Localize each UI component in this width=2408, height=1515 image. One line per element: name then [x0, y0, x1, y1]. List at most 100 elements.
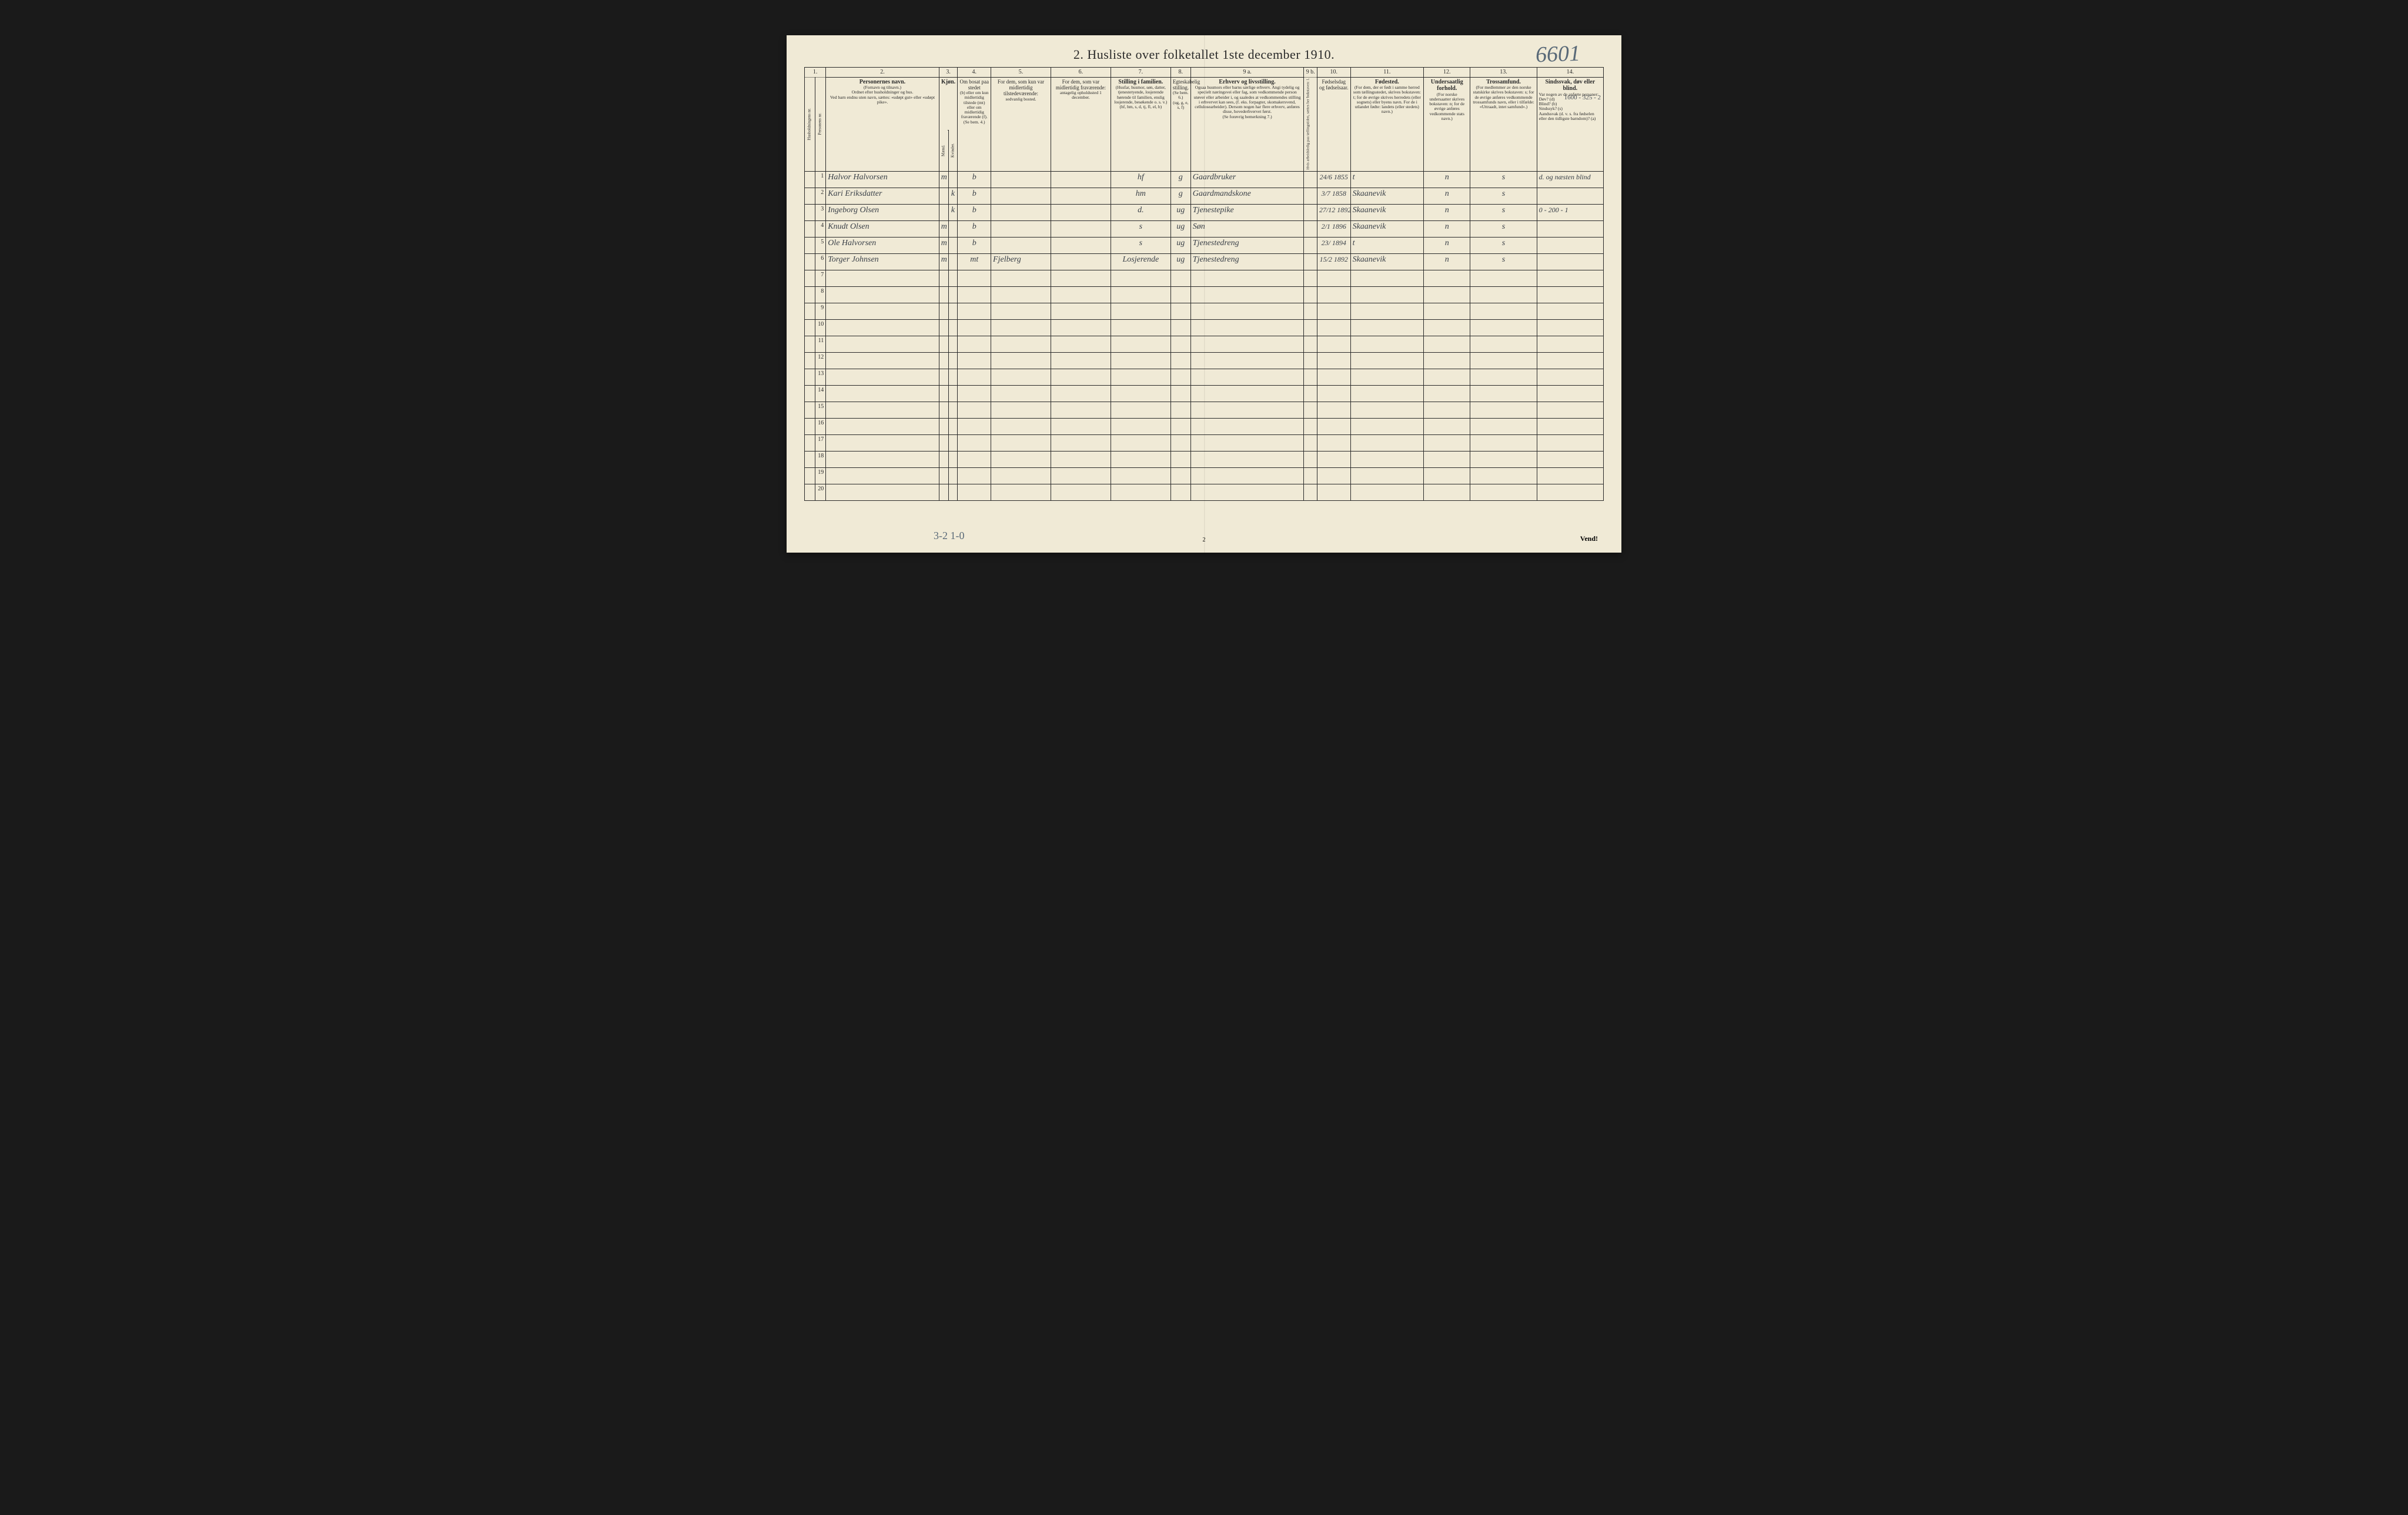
cell-religion — [1470, 484, 1537, 500]
cell-sex-k — [948, 220, 958, 237]
cell-household-no — [805, 319, 815, 336]
cell-dob: 24/6 1855 — [1317, 171, 1350, 188]
hdr-c8-title: Egteskabelig stilling. — [1173, 79, 1189, 91]
cell-temp-present — [991, 286, 1051, 303]
cell-unemployed — [1304, 253, 1317, 270]
cell-sex-m — [939, 286, 948, 303]
cell-unemployed — [1304, 451, 1317, 467]
cell-temp-present — [991, 352, 1051, 369]
cell-residence — [958, 270, 991, 286]
cell-temp-present — [991, 402, 1051, 418]
hdr-female: Kvinder. — [948, 130, 958, 171]
hdr-c13-sub: (For medlemmer av den norske statskirke … — [1472, 85, 1534, 109]
hdr-c11-sub: (For dem, der er født i samme herred som… — [1353, 85, 1422, 115]
cell-nationality: n — [1424, 171, 1470, 188]
hdr-male: Mænd. — [939, 130, 948, 171]
cell-temp-present — [991, 270, 1051, 286]
colnum-12: 12. — [1424, 68, 1470, 78]
cell-occupation: Tjenestepike — [1190, 204, 1304, 220]
cell-household-no — [805, 352, 815, 369]
cell-marital — [1170, 336, 1190, 352]
colnum-9a: 9 a. — [1190, 68, 1304, 78]
cell-sex-k — [948, 253, 958, 270]
cell-religion: s — [1470, 188, 1537, 204]
cell-residence: b — [958, 237, 991, 253]
cell-residence — [958, 402, 991, 418]
cell-residence — [958, 286, 991, 303]
cell-unemployed — [1304, 402, 1317, 418]
cell-marital — [1170, 451, 1190, 467]
cell-sex-k: k — [948, 188, 958, 204]
table-row: 14 — [805, 385, 1604, 402]
cell-temp-present — [991, 336, 1051, 352]
colnum-5: 5. — [991, 68, 1051, 78]
cell-unemployed — [1304, 204, 1317, 220]
census-page: 2. Husliste over folketallet 1ste decemb… — [787, 35, 1621, 553]
cell-birthplace — [1350, 303, 1424, 319]
cell-nationality — [1424, 418, 1470, 434]
census-table: 1. 2. 3. 4. 5. 6. 7. 8. 9 a. 9 b. 10. 11… — [804, 67, 1604, 501]
cell-nationality — [1424, 369, 1470, 385]
hdr-nationality: Undersaatlig forhold. (For norske unders… — [1424, 77, 1470, 171]
cell-dob — [1317, 418, 1350, 434]
cell-disability: d. og næsten blind — [1537, 171, 1603, 188]
hdr-c8-sub: (Se bem. 6.) (ug, g, e, s, f) — [1173, 91, 1189, 110]
cell-person-no: 5 — [815, 237, 826, 253]
cell-marital — [1170, 369, 1190, 385]
cell-marital — [1170, 484, 1190, 500]
cell-family-position: hm — [1111, 188, 1170, 204]
cell-sex-k — [948, 434, 958, 451]
table-row: 19 — [805, 467, 1604, 484]
cell-family-position — [1111, 418, 1170, 434]
cell-birthplace: Skaanevik — [1350, 253, 1424, 270]
cell-sex-k — [948, 484, 958, 500]
cell-household-no — [805, 336, 815, 352]
cell-residence — [958, 484, 991, 500]
cell-nationality — [1424, 286, 1470, 303]
hdr-disability: Sindssvak, døv eller blind. Var nogen av… — [1537, 77, 1603, 171]
cell-dob — [1317, 434, 1350, 451]
cell-occupation — [1190, 270, 1304, 286]
cell-temp-absent — [1051, 253, 1111, 270]
hdr-c6-title: For dem, som var midlertidig fraværende: — [1053, 79, 1109, 91]
colnum-3: 3. — [939, 68, 958, 78]
cell-birthplace: Skaanevik — [1350, 204, 1424, 220]
table-row: 5Ole HalvorsenmbsugTjenestedreng23/ 1894… — [805, 237, 1604, 253]
cell-occupation: Tjenestedreng — [1190, 237, 1304, 253]
hdr-sex-title: Kjøn. — [941, 79, 955, 85]
hdr-c5-sub: sedvanlig bosted. — [993, 97, 1049, 102]
cell-family-position — [1111, 402, 1170, 418]
cell-disability — [1537, 319, 1603, 336]
cell-religion: s — [1470, 237, 1537, 253]
cell-disability — [1537, 253, 1603, 270]
table-row: 16 — [805, 418, 1604, 434]
cell-birthplace — [1350, 402, 1424, 418]
cell-sex-m — [939, 385, 948, 402]
cell-temp-present — [991, 385, 1051, 402]
cell-residence — [958, 434, 991, 451]
table-head: 1. 2. 3. 4. 5. 6. 7. 8. 9 a. 9 b. 10. 11… — [805, 68, 1604, 172]
cell-family-position: s — [1111, 237, 1170, 253]
hdr-c9a-sub: Ogsaa husmors eller barns særlige erhver… — [1193, 85, 1302, 119]
cell-unemployed — [1304, 220, 1317, 237]
cell-dob — [1317, 319, 1350, 336]
cell-disability — [1537, 467, 1603, 484]
cell-person-no: 3 — [815, 204, 826, 220]
cell-residence: mt — [958, 253, 991, 270]
cell-birthplace — [1350, 270, 1424, 286]
colnum-1: 1. — [805, 68, 826, 78]
cell-temp-present — [991, 484, 1051, 500]
cell-household-no — [805, 451, 815, 467]
hdr-religion: Trossamfund. (For medlemmer av den norsk… — [1470, 77, 1537, 171]
cell-temp-present — [991, 319, 1051, 336]
column-number-row: 1. 2. 3. 4. 5. 6. 7. 8. 9 a. 9 b. 10. 11… — [805, 68, 1604, 78]
hdr-res-title: Om bosat paa stedet — [959, 79, 989, 91]
cell-occupation — [1190, 484, 1304, 500]
cell-sex-m — [939, 188, 948, 204]
cell-birthplace — [1350, 336, 1424, 352]
cell-temp-absent — [1051, 171, 1111, 188]
vend-label: Vend! — [1580, 534, 1598, 543]
cell-unemployed — [1304, 369, 1317, 385]
cell-person-no: 18 — [815, 451, 826, 467]
hdr-res-sub: (b) eller om kun midlertidig tilstede (m… — [959, 91, 989, 125]
